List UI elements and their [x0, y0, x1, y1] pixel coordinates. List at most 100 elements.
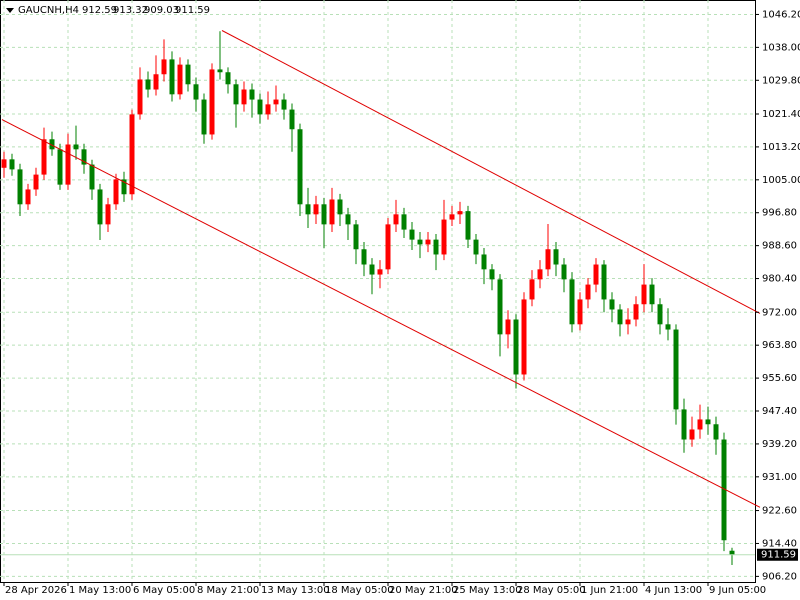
y-tick-label: 1005.00: [762, 175, 800, 186]
candle-body: [529, 279, 535, 300]
candle-body: [641, 284, 647, 305]
candle-body: [657, 304, 663, 325]
header-high: 913.32: [113, 5, 148, 16]
candle-body: [361, 249, 367, 265]
candle-body: [729, 550, 735, 555]
price-box: [757, 548, 798, 561]
candle-body: [401, 214, 407, 230]
candle-body: [385, 224, 391, 270]
candle-body: [17, 169, 23, 205]
candle-body: [177, 64, 183, 95]
menu-arrow[interactable]: [6, 8, 14, 13]
candle-body: [569, 279, 575, 325]
candle-body: [9, 159, 15, 170]
candle-body: [249, 89, 255, 100]
y-tick-label: 1046.20: [762, 9, 800, 20]
candle-body: [681, 409, 687, 440]
header-open: 912.59: [82, 5, 117, 16]
symbol: GAUCNH,H4: [18, 5, 79, 16]
candle-body: [297, 129, 303, 205]
header-close: 911.59: [175, 5, 210, 16]
candle-body: [721, 439, 727, 541]
candle-body: [241, 89, 247, 105]
plot-frame: [0, 0, 756, 583]
candle-body: [337, 199, 343, 215]
candle-body: [281, 99, 287, 110]
grid: [0, 0, 755, 582]
candle-body: [161, 59, 167, 75]
candle-body: [129, 114, 135, 195]
candle-body: [105, 204, 111, 225]
candle-body: [465, 211, 471, 240]
trendline: [221, 30, 761, 314]
x-tick-label: 28 May 05:00: [517, 585, 586, 596]
y-tick-label: 1013.20: [762, 142, 800, 153]
candle-body: [489, 269, 495, 280]
candle-body: [473, 239, 479, 255]
candle-body: [457, 211, 463, 215]
candle-body: [233, 84, 239, 105]
candle-body: [633, 304, 639, 320]
x-tick-label: 1 May 13:00: [69, 585, 131, 596]
candle-body: [321, 204, 327, 225]
candle-body: [353, 224, 359, 250]
candle-body: [121, 179, 127, 195]
candle-body: [697, 419, 703, 430]
x-tick-label: 9 Jun 05:00: [709, 585, 766, 596]
candle-body: [273, 99, 279, 105]
trendline: [1, 119, 761, 508]
candle-body: [73, 144, 79, 150]
candle-body: [97, 189, 103, 225]
candle-body: [705, 419, 711, 425]
candle-body: [217, 69, 223, 73]
axes: 906.20 914.40 922.60 931.00 939.20 947.40 955.…: [3, 9, 800, 596]
candle-body: [41, 139, 47, 175]
y-tick-label: 972.00: [762, 307, 797, 318]
candle-body: [377, 269, 383, 275]
y-tick-label: 980.40: [762, 274, 797, 285]
x-tick-label: 4 Jun 13:00: [645, 585, 702, 596]
candle-body: [329, 199, 335, 225]
candle-body: [257, 99, 263, 115]
candle-body: [225, 72, 231, 85]
y-tick-label: 988.60: [762, 241, 797, 252]
candle-body: [33, 174, 39, 190]
candle-body: [185, 64, 191, 85]
candle-body: [585, 284, 591, 300]
candle-body: [561, 264, 567, 280]
x-tick-label: 13 May 13:00: [261, 585, 330, 596]
candle-body: [433, 239, 439, 255]
candle-body: [537, 269, 543, 280]
x-tick-label: 25 May 13:00: [453, 585, 522, 596]
candle-body: [49, 139, 55, 150]
candle-body: [505, 319, 511, 335]
candle-body: [265, 104, 271, 115]
candle-body: [665, 324, 671, 330]
y-tick-label: 914.40: [762, 538, 797, 549]
candle-body: [113, 179, 119, 205]
candle-body: [153, 74, 159, 90]
price-label: 911.59: [761, 550, 796, 561]
candle-body: [441, 219, 447, 255]
candle-body: [425, 239, 431, 245]
candle-body: [553, 249, 559, 265]
x-tick-label: 18 May 05:00: [325, 585, 394, 596]
candle-body: [65, 144, 71, 185]
x-tick-label: 20 May 21:00: [389, 585, 458, 596]
candle-body: [521, 299, 527, 375]
candle-body: [169, 59, 175, 95]
candle-body: [305, 204, 311, 215]
y-tick-label: 996.80: [762, 208, 797, 219]
candle-body: [649, 284, 655, 305]
marks: [0, 30, 761, 566]
y-tick-label: 1038.00: [762, 42, 800, 53]
y-tick-label: 922.60: [762, 506, 797, 517]
candle-body: [289, 109, 295, 130]
x-tick-label: 8 May 21:00: [197, 585, 259, 596]
candle-body: [713, 424, 719, 440]
candle-body: [313, 204, 319, 215]
candle-body: [409, 229, 415, 240]
candle-body: [625, 319, 631, 325]
header-low: 909.03: [144, 5, 179, 16]
